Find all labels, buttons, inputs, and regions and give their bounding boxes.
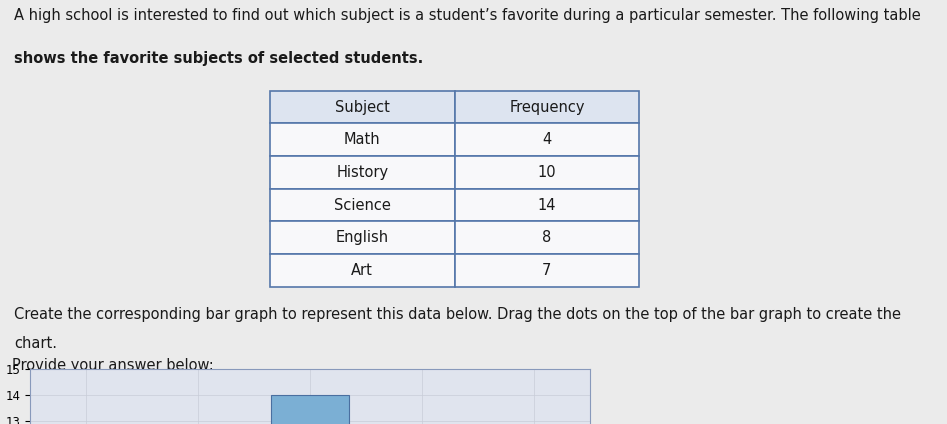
Text: A high school is interested to find out which subject is a student’s favorite du: A high school is interested to find out … xyxy=(14,8,920,23)
Text: shows the favorite subjects of selected students.: shows the favorite subjects of selected … xyxy=(14,51,423,66)
Text: Create the corresponding bar graph to represent this data below. Drag the dots o: Create the corresponding bar graph to re… xyxy=(14,307,902,322)
Text: Provide your answer below:: Provide your answer below: xyxy=(11,358,214,373)
Bar xyxy=(271,395,349,424)
Text: chart.: chart. xyxy=(14,336,57,351)
